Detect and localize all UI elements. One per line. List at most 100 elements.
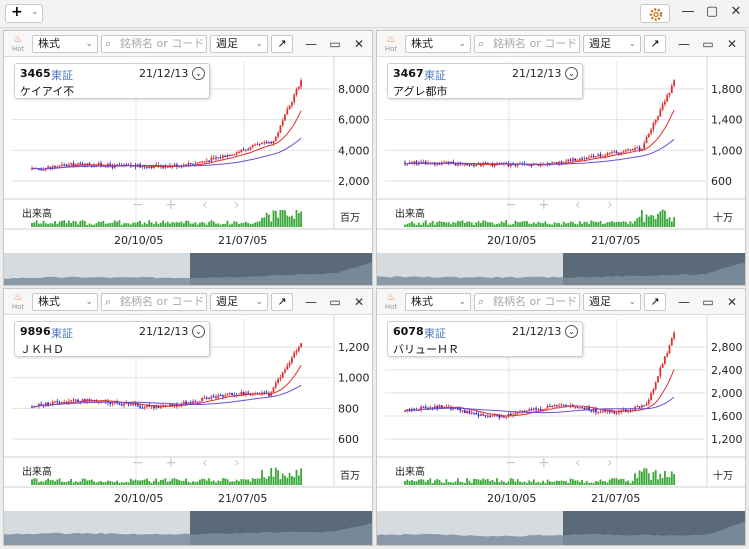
- zoom-in-button[interactable]: +: [165, 197, 177, 213]
- volume-bar: [636, 218, 639, 227]
- expand-arrow-icon[interactable]: ↗: [271, 35, 293, 53]
- scroll-left-button[interactable]: ‹: [575, 197, 581, 213]
- zoom-in-button[interactable]: +: [538, 197, 550, 213]
- price-chart[interactable]: 1,200 1,000 800 600: [4, 289, 373, 546]
- panel-minimize-button[interactable]: —: [305, 37, 317, 51]
- candle-body: [192, 401, 194, 404]
- symbol-search-input[interactable]: ⌕ 銘柄名 or コード: [101, 35, 207, 53]
- zoom-out-button[interactable]: −: [505, 455, 517, 471]
- candle-body: [544, 408, 547, 410]
- hot-button[interactable]: ♨ Hot: [380, 34, 402, 54]
- price-chart[interactable]: 1,800 1,400 1,000 600: [377, 31, 746, 286]
- zoom-in-button[interactable]: +: [165, 455, 177, 471]
- panel-close-button[interactable]: ✕: [726, 37, 738, 51]
- candle-body: [185, 164, 187, 166]
- panel-minimize-button[interactable]: —: [305, 295, 317, 309]
- panel-maximize-button[interactable]: ▭: [702, 37, 714, 51]
- expand-arrow-icon[interactable]: ↗: [271, 293, 293, 311]
- panel-close-button[interactable]: ✕: [353, 37, 365, 51]
- period-select[interactable]: 週足 ⌄: [583, 293, 641, 311]
- zoom-out-button[interactable]: −: [505, 197, 517, 213]
- expand-arrow-icon[interactable]: ↗: [644, 293, 666, 311]
- panel-minimize-button[interactable]: —: [678, 37, 690, 51]
- chevron-down-icon[interactable]: ⌄: [192, 67, 205, 80]
- candle-body: [291, 357, 293, 363]
- symbol-search-input[interactable]: ⌕ 銘柄名 or コード: [101, 293, 207, 311]
- market-type-select[interactable]: 株式 ⌄: [405, 35, 471, 53]
- chevron-down-icon[interactable]: ⌄: [565, 67, 578, 80]
- period-select[interactable]: 週足 ⌄: [210, 293, 268, 311]
- price-chart[interactable]: 8,000 6,000 4,000 2,000: [4, 31, 373, 286]
- volume-bar: [97, 221, 100, 227]
- volume-bar: [210, 220, 213, 227]
- candle-body: [231, 154, 233, 156]
- window-close-button[interactable]: ✕: [730, 4, 742, 19]
- volume-bar: [291, 215, 293, 227]
- panel-maximize-button[interactable]: ▭: [702, 295, 714, 309]
- price-chart[interactable]: 2,800 2,400 2,000 1,600 1,200: [377, 289, 746, 546]
- y-axis-tick-label: 1,000: [711, 144, 743, 157]
- panel-maximize-button[interactable]: ▭: [329, 37, 341, 51]
- panel-minimize-button[interactable]: —: [678, 295, 690, 309]
- hot-button[interactable]: ♨ Hot: [380, 292, 402, 312]
- scroll-right-button[interactable]: ›: [234, 197, 240, 213]
- zoom-out-button[interactable]: −: [132, 197, 144, 213]
- volume-bar: [599, 479, 602, 485]
- symbol-search-input[interactable]: ⌕ 銘柄名 or コード: [474, 35, 580, 53]
- period-select[interactable]: 週足 ⌄: [210, 35, 268, 53]
- y-axis-tick-label: 1,800: [711, 83, 743, 96]
- market-type-select[interactable]: 株式 ⌄: [32, 35, 98, 53]
- volume-bar: [420, 479, 422, 485]
- volume-bar: [176, 479, 178, 485]
- volume-bar: [512, 478, 514, 485]
- candle-body: [553, 162, 556, 164]
- scroll-left-button[interactable]: ‹: [202, 197, 208, 213]
- period-select[interactable]: 週足 ⌄: [583, 35, 641, 53]
- panel-toolbar: ♨ Hot 株式 ⌄ ⌕ 銘柄名 or コード 週足 ⌄ ↗ — ▭ ✕: [4, 289, 372, 315]
- candle-body: [601, 409, 604, 412]
- candle-body: [120, 404, 123, 406]
- market-type-select[interactable]: 株式 ⌄: [405, 293, 471, 311]
- candle-body: [123, 403, 125, 406]
- settings-button[interactable]: [640, 4, 670, 23]
- scroll-right-button[interactable]: ›: [607, 455, 613, 471]
- chevron-down-icon[interactable]: ⌄: [565, 325, 578, 338]
- candle-body: [427, 408, 429, 410]
- volume-bar: [67, 480, 70, 485]
- market-type-select[interactable]: 株式 ⌄: [32, 293, 98, 311]
- symbol-search-input[interactable]: ⌕ 銘柄名 or コード: [474, 293, 580, 311]
- candle-body: [661, 363, 664, 368]
- hot-button[interactable]: ♨ Hot: [7, 34, 29, 54]
- exchange-label: 東証: [424, 327, 446, 340]
- candle-body: [58, 402, 61, 404]
- candle-body: [247, 392, 250, 394]
- candle-body: [270, 142, 273, 144]
- zoom-out-button[interactable]: −: [132, 455, 144, 471]
- panel-close-button[interactable]: ✕: [726, 295, 738, 309]
- candle-body: [595, 156, 597, 158]
- volume-bar: [33, 478, 36, 485]
- hot-button[interactable]: ♨ Hot: [7, 292, 29, 312]
- panel-close-button[interactable]: ✕: [353, 295, 365, 309]
- volume-label: 出来高: [22, 467, 52, 478]
- add-chart-button[interactable]: + ⌄: [5, 4, 43, 23]
- candle-body: [194, 163, 197, 165]
- scroll-right-button[interactable]: ›: [607, 197, 613, 213]
- zoom-in-button[interactable]: +: [538, 455, 550, 471]
- candle-body: [67, 401, 70, 403]
- volume-bar: [81, 478, 84, 485]
- scroll-left-button[interactable]: ‹: [202, 455, 208, 471]
- panel-maximize-button[interactable]: ▭: [329, 295, 341, 309]
- candle-body: [500, 416, 503, 418]
- candle-body: [226, 155, 229, 158]
- window-minimize-button[interactable]: —: [681, 4, 695, 19]
- scroll-left-button[interactable]: ‹: [575, 455, 581, 471]
- scroll-right-button[interactable]: ›: [234, 455, 240, 471]
- candle-body: [226, 394, 229, 396]
- volume-bar: [588, 224, 590, 227]
- volume-bar: [164, 478, 167, 485]
- chevron-down-icon[interactable]: ⌄: [192, 325, 205, 338]
- volume-bar: [35, 220, 38, 227]
- window-maximize-button[interactable]: ▢: [705, 4, 719, 19]
- expand-arrow-icon[interactable]: ↗: [644, 35, 666, 53]
